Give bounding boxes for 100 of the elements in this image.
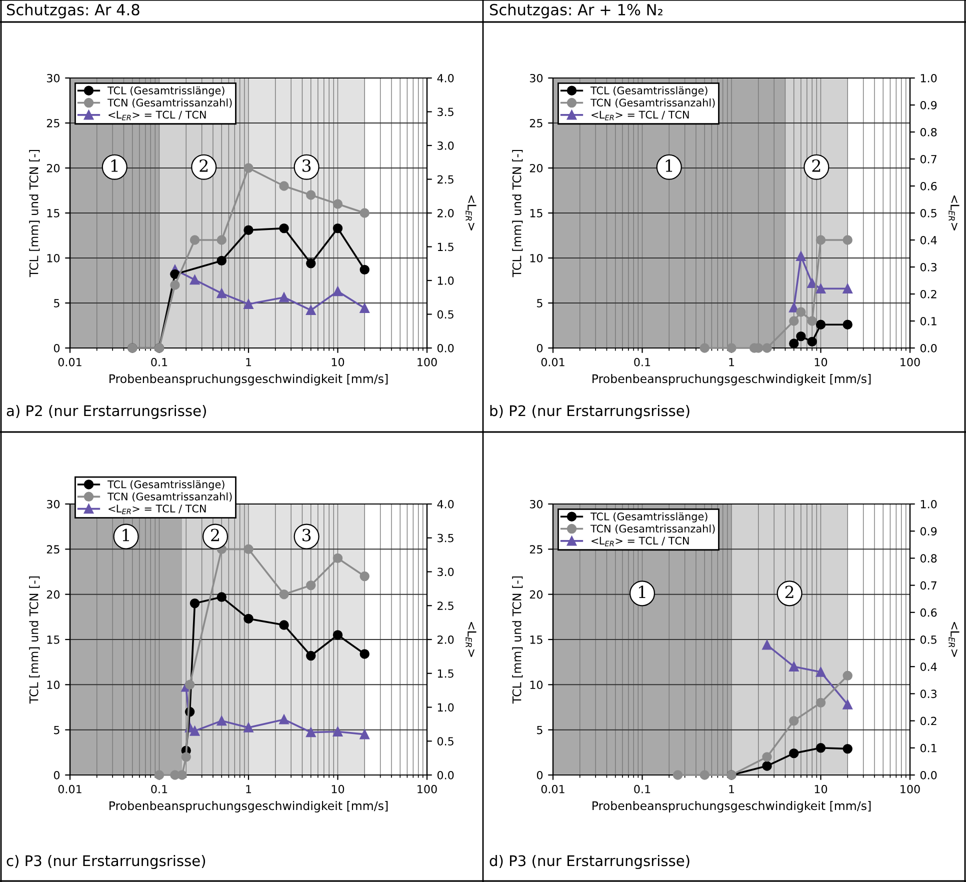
y2-tick-label: 3.5 [438, 108, 454, 116]
x-tick-label: 100 [418, 358, 437, 366]
chart-title: Schutzgas: Ar + 1% N₂ [490, 4, 662, 18]
x-tick-label: 0.01 [58, 358, 82, 366]
y2-tick-label: 0.5 [437, 737, 454, 746]
x-tick-label: 0.01 [541, 358, 564, 366]
point [842, 700, 852, 710]
point [816, 667, 826, 677]
y-tick-label: 15 [47, 636, 60, 644]
legend-label: TCN (Gesamtrissanzahl) [107, 492, 232, 502]
y2-tick-label: 0.6 [920, 182, 937, 190]
x-tick-label: 0.01 [541, 784, 564, 794]
y-tick-label: 0 [54, 770, 60, 780]
y2-tick-label: 4.0 [437, 74, 454, 82]
x-tick-label: 100 [900, 358, 920, 366]
band-label: 2 [200, 159, 208, 172]
y-tick-label: 20 [530, 590, 543, 599]
y2-tick-label: 1.5 [438, 242, 454, 252]
x-tick-label: 1 [246, 358, 252, 366]
y2-tick-label: 0.8 [920, 128, 937, 136]
y-axis-title: TCL [mm] und TCN [-] [29, 150, 40, 278]
y2-tick-label: 0.8 [920, 554, 937, 563]
y2-tick-label: 0.0 [437, 770, 454, 780]
y2-axis-title: <L$_{ER}$> [948, 196, 960, 230]
y2-tick-label: 2.0 [438, 635, 454, 644]
y-tick-label: 30 [46, 74, 60, 82]
chart-title: Schutzgas: Ar 4.8 [7, 4, 140, 18]
text: a) P2 (nur Erstarrungsrisse) [6, 404, 206, 420]
band-label: 3 [302, 528, 311, 542]
y-axis-title: TCL [mm] und TCN [-] [512, 576, 523, 704]
band-label: 1 [122, 528, 129, 542]
x-axis-title: Probenbeanspruchungsgeschwindigkeit [mm/s] [592, 801, 871, 812]
legend-label: TCL (Gesamtrisslänge) [590, 512, 708, 522]
y2-tick-label: 3.0 [438, 141, 454, 150]
band-label: 2 [812, 159, 820, 172]
y-tick-label: 25 [46, 545, 60, 554]
x-tick-label: 100 [418, 784, 437, 794]
x-tick-label: 0.1 [634, 358, 650, 366]
legend-label: <L$_{ER}$> = TCL / TCN [108, 110, 206, 120]
y2-tick-label: 2.5 [438, 602, 454, 610]
point [762, 640, 772, 650]
y-tick-label: 5 [537, 726, 542, 734]
y2-tick-label: 1.0 [920, 74, 937, 82]
y2-tick-label: 0.3 [920, 262, 936, 272]
y2-tick-label: 3.5 [438, 534, 454, 542]
legend-label: TCL (Gesamtrisslänge) [590, 86, 708, 96]
y2-tick-label: 0.4 [920, 662, 937, 671]
y-tick-label: 10 [530, 254, 543, 262]
x-axis-title: Probenbeanspruchungsgeschwindigkeit [mm/s] [110, 374, 388, 386]
legend-label: TCN (Gesamtrissanzahl) [590, 98, 715, 108]
y2-tick-label: 0.2 [920, 290, 936, 298]
y-tick-label: 5 [54, 299, 60, 308]
text: c) P3 (nur Erstarrungsrisse) [6, 854, 206, 870]
band-label: 1 [666, 159, 672, 172]
y2-tick-label: 1.0 [920, 500, 937, 508]
y2-tick-label: 2.5 [438, 175, 454, 184]
y-tick-label: 5 [537, 299, 542, 308]
x-tick-label: 0.1 [151, 784, 168, 794]
x-tick-label: 1 [729, 785, 734, 794]
y2-tick-label: 0.7 [920, 154, 936, 164]
y-axis-title: TCL [mm] und TCN [-] [512, 150, 523, 278]
y-tick-label: 30 [530, 74, 543, 82]
x-tick-label: 10 [814, 784, 828, 794]
y-tick-label: 15 [530, 636, 542, 644]
legend-label: TCN (Gesamtrissanzahl) [590, 524, 715, 534]
y-tick-label: 0 [536, 344, 543, 352]
y2-tick-label: 0.2 [920, 716, 936, 726]
y-tick-label: 25 [46, 118, 60, 128]
x-tick-label: 1 [729, 358, 734, 366]
x-tick-label: 0.1 [634, 784, 650, 794]
y2-tick-label: 0.3 [920, 690, 936, 698]
x-tick-label: 1 [246, 785, 252, 794]
y2-axis-title: <L$_{ER}$> [466, 196, 476, 230]
legend-label: <L$_{ER}$> = TCL / TCN [108, 504, 206, 514]
band-label: 3 [302, 159, 311, 172]
y2-tick-label: 1.0 [438, 276, 454, 285]
y2-tick-label: 0.9 [920, 100, 937, 110]
legend-label: TCL (Gesamtrisslänge) [107, 86, 224, 96]
y-tick-label: 30 [46, 500, 60, 508]
y2-tick-label: 0.5 [920, 208, 936, 218]
y2-tick-label: 0.1 [920, 744, 936, 752]
y2-tick-label: 0.0 [920, 344, 937, 352]
y-tick-label: 25 [530, 118, 542, 128]
point [789, 662, 799, 672]
y2-tick-label: 0.0 [920, 770, 937, 780]
y2-tick-label: 3.0 [438, 568, 454, 576]
x-tick-label: 100 [900, 784, 920, 794]
y-tick-label: 20 [46, 590, 60, 599]
y2-tick-label: 0.7 [920, 581, 936, 590]
y2-tick-label: 0.6 [920, 608, 937, 617]
y-tick-label: 10 [47, 680, 60, 690]
y-tick-label: 15 [47, 209, 60, 218]
y-tick-label: 0 [536, 770, 543, 780]
y-tick-label: 5 [54, 726, 60, 734]
band-label: 1 [111, 159, 118, 172]
x-tick-label: 10 [332, 784, 344, 794]
x-tick-label: 0.1 [151, 358, 168, 366]
band-label: 2 [785, 586, 794, 598]
x-axis-title: Probenbeanspruchungsgeschwindigkeit [mm/s] [110, 801, 388, 812]
y-tick-label: 25 [530, 545, 542, 554]
